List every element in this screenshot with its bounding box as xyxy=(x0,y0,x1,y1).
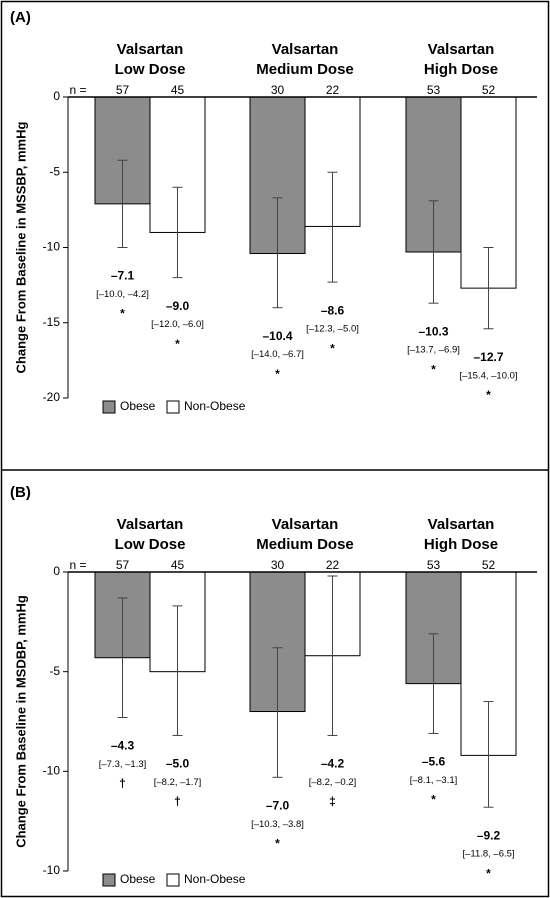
y-axis-label: Change From Baseline in MSDBP, mmHg xyxy=(13,595,28,848)
value-label: –5.0 xyxy=(166,757,190,771)
ci-label: [–13.7, –6.9] xyxy=(407,345,460,356)
group-title: Valsartan xyxy=(272,516,339,533)
y-tick-label: -5 xyxy=(49,164,60,178)
significance-marker: * xyxy=(431,362,436,376)
legend-swatch xyxy=(102,400,116,414)
value-label: –10.4 xyxy=(262,329,292,343)
group-title: Valsartan xyxy=(428,516,495,533)
value-label: –9.2 xyxy=(477,828,501,842)
significance-marker: * xyxy=(330,341,335,355)
n-value: 45 xyxy=(171,558,185,572)
n-value: 57 xyxy=(116,83,130,97)
group-title: Valsartan xyxy=(117,41,184,58)
legend-swatch xyxy=(166,873,180,887)
y-tick-label: -10 xyxy=(43,764,61,778)
significance-marker: * xyxy=(275,367,280,381)
y-tick-label: -10 xyxy=(43,863,61,877)
ci-label: [–8.1, –3.1] xyxy=(410,775,458,786)
ci-label: [–7.3, –1.3] xyxy=(99,759,147,770)
value-label: –4.2 xyxy=(321,757,345,771)
legend-swatch xyxy=(102,873,116,887)
significance-marker: * xyxy=(275,836,280,850)
value-label: –5.6 xyxy=(422,755,446,769)
y-tick-label: -10 xyxy=(43,240,61,254)
y-axis-label: Change From Baseline in MSSBP, mmHg xyxy=(13,122,28,374)
n-value: 30 xyxy=(271,558,285,572)
legend-label: Non-Obese xyxy=(184,399,246,413)
legend-label: Obese xyxy=(120,399,156,413)
value-label: –12.7 xyxy=(473,350,503,364)
legend-label: Obese xyxy=(120,872,156,886)
n-value: 22 xyxy=(326,558,340,572)
value-label: –7.1 xyxy=(111,269,135,283)
group-title: Valsartan xyxy=(117,516,184,533)
y-tick-label: -20 xyxy=(43,390,61,404)
group-title: Valsartan xyxy=(428,41,495,58)
legend-label: Non-Obese xyxy=(184,872,246,886)
ci-label: [–10.0, –4.2] xyxy=(96,289,149,300)
value-label: –10.3 xyxy=(418,324,448,338)
group-title: High Dose xyxy=(424,536,498,553)
n-value: 52 xyxy=(482,83,496,97)
y-tick-label: 0 xyxy=(53,564,60,578)
value-label: –8.6 xyxy=(321,303,345,317)
n-value: 53 xyxy=(427,83,441,97)
ci-label: [–8.2, –1.7] xyxy=(154,777,202,788)
panel-label: (B) xyxy=(10,484,31,501)
group-title: Medium Dose xyxy=(256,536,354,553)
n-value: 53 xyxy=(427,558,441,572)
n-value: 30 xyxy=(271,83,285,97)
n-label: n = xyxy=(69,558,86,572)
significance-marker: † xyxy=(119,777,126,791)
ci-label: [–12.3, –5.0] xyxy=(306,324,359,335)
ci-label: [–14.0, –6.7] xyxy=(251,349,304,360)
value-label: –9.0 xyxy=(166,299,190,313)
n-value: 57 xyxy=(116,558,130,572)
significance-marker: * xyxy=(486,388,491,402)
n-value: 22 xyxy=(326,83,340,97)
value-label: –4.3 xyxy=(111,739,135,753)
n-label: n = xyxy=(69,83,86,97)
n-value: 45 xyxy=(171,83,185,97)
significance-marker: * xyxy=(120,307,125,321)
ci-label: [–8.2, –0.2] xyxy=(309,777,357,788)
group-title: Low Dose xyxy=(115,536,186,553)
group-title: Medium Dose xyxy=(256,61,354,78)
group-title: Valsartan xyxy=(272,41,339,58)
ci-label: [–12.0, –6.0] xyxy=(151,319,204,330)
significance-marker: * xyxy=(486,866,491,880)
n-value: 52 xyxy=(482,558,496,572)
significance-marker: * xyxy=(175,337,180,351)
group-title: High Dose xyxy=(424,61,498,78)
value-label: –7.0 xyxy=(266,798,290,812)
panel-label: (A) xyxy=(10,9,31,26)
significance-marker: ‡ xyxy=(329,795,336,809)
group-title: Low Dose xyxy=(115,61,186,78)
significance-marker: † xyxy=(174,795,181,809)
ci-label: [–15.4, –10.0] xyxy=(459,370,517,381)
significance-marker: * xyxy=(431,793,436,807)
legend-swatch xyxy=(166,400,180,414)
ci-label: [–11.8, –6.5] xyxy=(462,849,514,860)
ci-label: [–10.3, –3.8] xyxy=(251,819,304,830)
y-tick-label: -5 xyxy=(49,664,60,678)
y-tick-label: 0 xyxy=(53,89,60,103)
y-tick-label: -15 xyxy=(43,315,61,329)
